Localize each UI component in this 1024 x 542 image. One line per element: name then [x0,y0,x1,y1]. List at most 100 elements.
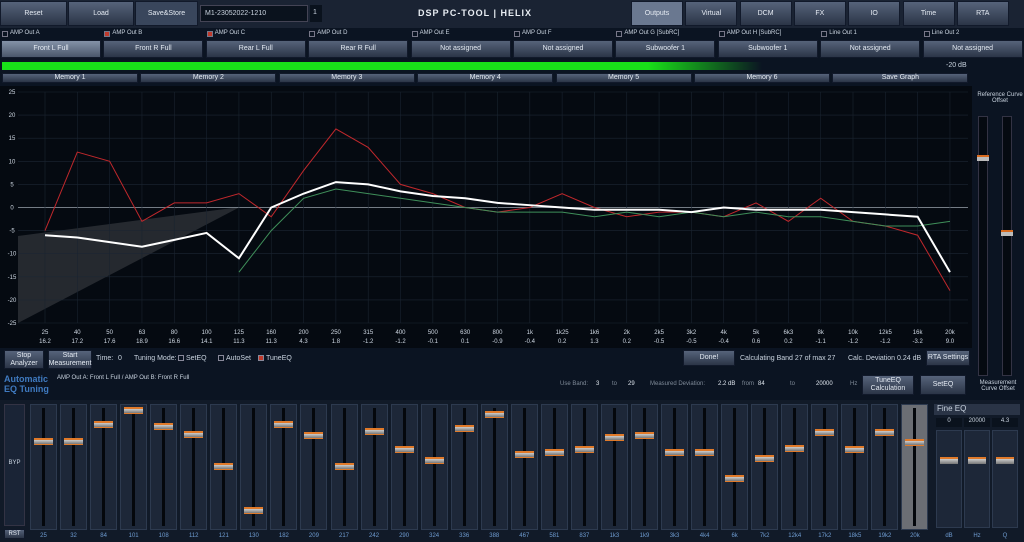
eq-handle[interactable] [304,432,324,440]
memory-tab[interactable]: Memory 5 [555,73,692,83]
fine-eq-value[interactable]: 4.3 [992,418,1018,427]
eq-handle[interactable] [124,406,144,414]
channel-button[interactable]: Not assigned [922,40,1023,58]
fine-eq-handle[interactable] [996,457,1014,464]
eq-band-label: 32 [70,533,77,539]
channel-check[interactable] [514,31,520,37]
eq-handle[interactable] [364,428,384,436]
offset-slider[interactable] [978,116,988,376]
memory-tab[interactable]: Memory 3 [278,73,415,83]
eq-band-label: 6k [731,533,738,539]
channel-check[interactable] [411,31,418,37]
done-button[interactable]: Done! [683,350,735,366]
fine-eq-value[interactable]: 0 [936,418,962,427]
eq-handle[interactable] [424,457,444,465]
tab[interactable]: Virtual [685,1,738,26]
eq-handle[interactable] [94,421,114,429]
eq-handle[interactable] [394,445,414,453]
channel-check[interactable] [206,31,213,37]
slot-field[interactable]: 1 [310,5,322,22]
eq-handle[interactable] [454,425,474,433]
channel-button[interactable]: Rear R Full [308,40,409,58]
tab[interactable]: FX [793,1,846,26]
offset-handle[interactable] [977,155,989,161]
fine-eq-handle[interactable] [968,457,986,464]
memory-tab[interactable]: Save Graph [832,73,969,83]
eq-handle[interactable] [34,437,53,445]
tab[interactable]: IO [848,1,901,26]
start-button[interactable]: Start Measurement [48,350,92,369]
channel-button[interactable]: Not assigned [513,40,613,58]
eq-handle[interactable] [274,421,294,429]
memory-tab[interactable]: Memory 2 [140,73,277,83]
eq-handle[interactable] [484,410,504,418]
eq-handle[interactable] [214,463,234,470]
tab[interactable]: RTA [956,1,1009,26]
eq-handle[interactable] [574,445,594,453]
offset-slider[interactable] [1002,116,1012,376]
channel-button[interactable]: Rear L Full [205,40,306,58]
tab[interactable]: Outputs [631,1,683,26]
memory-tab[interactable]: Memory 1 [2,73,138,83]
memory-tab[interactable]: Memory 6 [694,73,830,83]
eq-handle[interactable] [725,474,745,482]
tune-button[interactable]: TuneEQ Calculation [862,375,914,395]
channel-button[interactable]: Not assigned [410,40,511,58]
toolbar-button[interactable]: Reset [0,1,67,26]
stop-button[interactable]: Stop Analyzer [4,350,44,369]
fine-eq-fader[interactable] [936,430,962,528]
eq-handle[interactable] [154,423,174,431]
channel-button[interactable]: Not assigned [820,40,921,58]
band-deviation: 0.2 [784,339,793,345]
reset[interactable]: RST [4,529,25,539]
eq-handle[interactable] [815,429,835,437]
eq-band-label: 209 [308,533,319,539]
x-tick-label: 5k [753,330,760,336]
eq-handle[interactable] [635,432,654,440]
fine-eq-fader[interactable] [964,430,990,528]
tab[interactable]: Time [902,1,955,26]
channel-button[interactable]: Front R Full [103,40,204,58]
file-field[interactable]: M1-23052022-1210 [200,5,308,22]
eq-band-label: 121 [218,533,229,539]
channel-check[interactable] [923,31,930,37]
eq-handle[interactable] [184,431,204,439]
channel-button[interactable]: Subwoofer 1 [615,40,716,58]
channel-check[interactable] [2,31,8,37]
fine-eq-fader[interactable] [992,430,1018,528]
channel-check[interactable] [821,31,828,37]
eq-handle[interactable] [785,444,805,452]
offset-handle[interactable] [1001,230,1013,236]
channel-check[interactable] [616,31,623,37]
eq-handle[interactable] [875,429,895,437]
channel-check[interactable] [104,31,111,37]
eq-handle[interactable] [695,448,715,456]
fine-eq-value[interactable]: 20000 [964,418,990,427]
eq-handle[interactable] [544,448,564,456]
eq-handle[interactable] [665,448,685,456]
eq-handle[interactable] [604,434,624,441]
eq-handle[interactable] [64,437,84,445]
bypass[interactable]: BYP [4,404,25,526]
eq-handle[interactable] [845,445,865,453]
band-deviation: -0.5 [654,339,665,345]
toolbar-button[interactable]: Load [68,1,134,26]
eq-handle[interactable] [514,451,534,459]
eq-handle[interactable] [244,506,264,514]
fine-eq-handle[interactable] [940,457,958,464]
channel-button[interactable]: Subwoofer 1 [717,40,818,58]
channel-button[interactable]: Front L Full [1,40,101,58]
set-button[interactable]: SetEQ [920,375,966,395]
tab[interactable]: DCM [739,1,792,26]
eq-handle[interactable] [755,455,775,463]
mode-check[interactable] [178,355,184,361]
eq-handle[interactable] [905,438,925,446]
memory-tab[interactable]: Memory 4 [417,73,554,83]
mode-check[interactable] [218,355,224,361]
rta-settings[interactable]: RTA Settings [926,350,970,366]
mode-check[interactable] [258,355,264,361]
toolbar-button[interactable]: Save&Store [135,1,198,26]
eq-handle[interactable] [334,463,354,470]
channel-check[interactable] [309,31,316,37]
channel-check[interactable] [718,31,725,37]
